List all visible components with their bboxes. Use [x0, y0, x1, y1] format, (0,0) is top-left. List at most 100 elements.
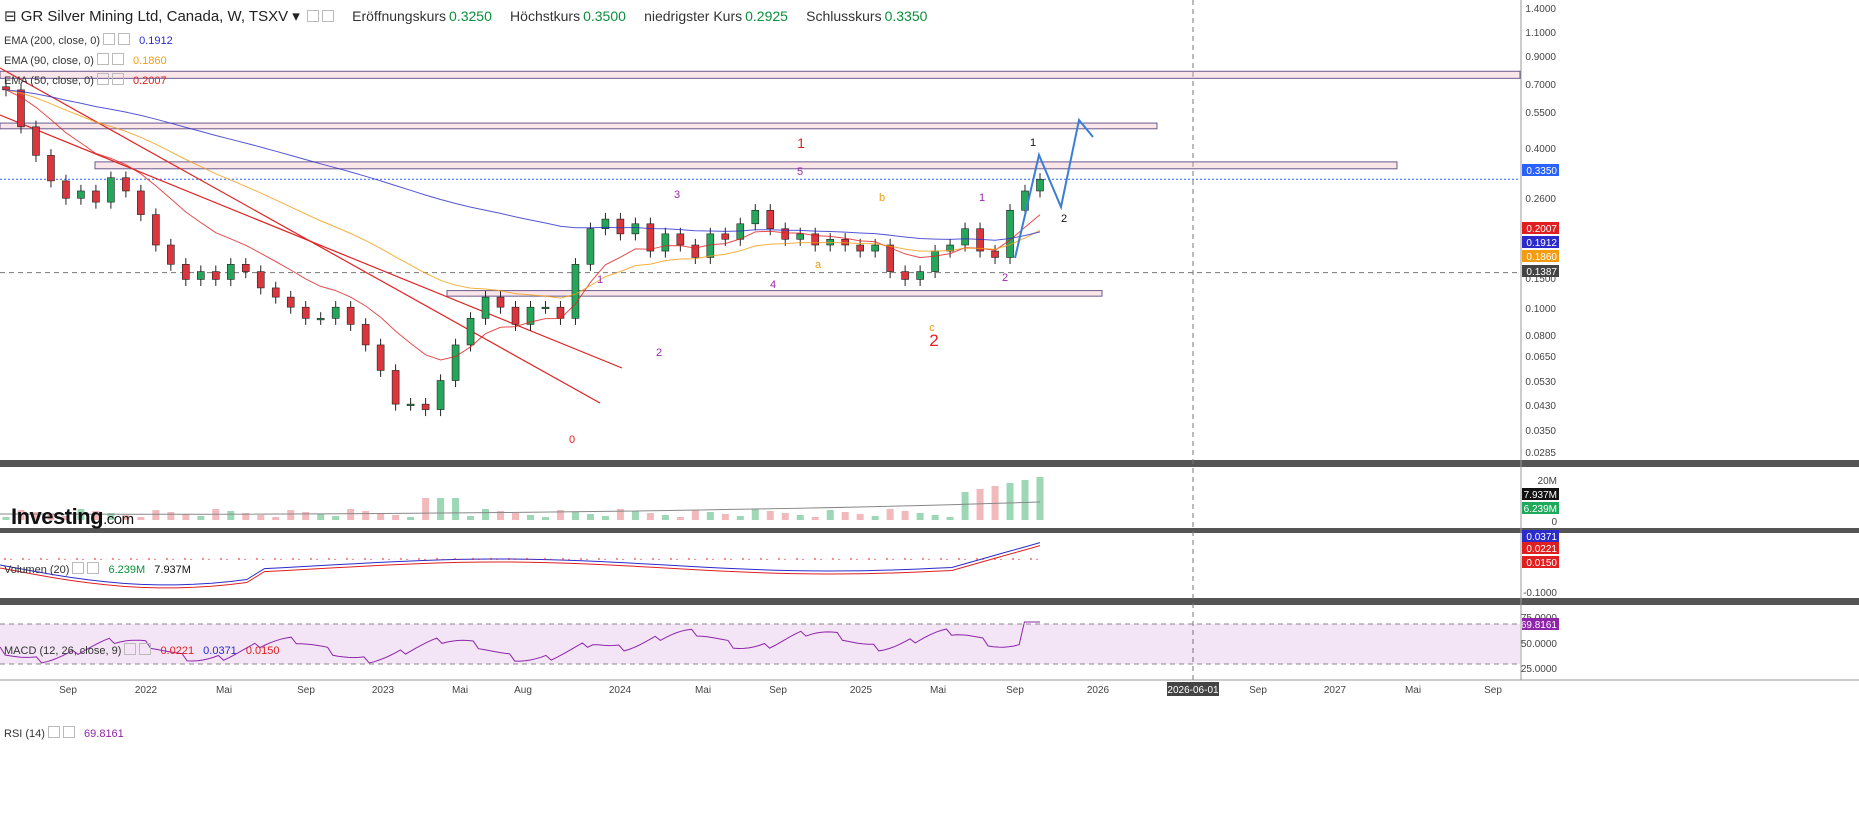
volume-bar — [257, 515, 265, 520]
settings-icon[interactable] — [96, 73, 109, 85]
volume-bar — [886, 509, 894, 520]
volume-bar — [916, 513, 924, 520]
candle — [406, 403, 415, 406]
candle — [766, 209, 775, 230]
price-marker-label: 0.1387 — [1526, 267, 1557, 278]
settings-icon[interactable] — [72, 562, 85, 574]
volume-axis-tick: 7.937M — [1524, 490, 1557, 501]
candle — [77, 190, 85, 199]
time-axis-tick: 2023 — [372, 685, 395, 696]
settings-icon[interactable] — [96, 53, 109, 65]
candle — [991, 250, 999, 258]
pane-separator — [0, 528, 1859, 533]
price-axis-tick: 1.1000 — [1525, 28, 1556, 39]
volume-bar — [122, 515, 130, 520]
candle — [781, 228, 790, 240]
volume-axis-tick: 20M — [1538, 476, 1557, 487]
volume-bar — [796, 515, 804, 520]
macd-axis-tick: 0.0150 — [1526, 558, 1557, 569]
candle — [197, 271, 205, 280]
candle — [751, 209, 760, 225]
rsi-value: 69.8161 — [84, 728, 124, 740]
trendline — [0, 67, 601, 404]
settings-icon[interactable] — [321, 10, 334, 22]
close-icon[interactable] — [87, 562, 100, 574]
volume-bar — [362, 511, 370, 520]
candle — [691, 244, 700, 258]
legend-ema200[interactable]: EMA (200, close, 0) 0.1912 — [4, 33, 173, 47]
candle — [286, 296, 295, 308]
close-icon[interactable] — [111, 73, 124, 85]
wave-label: 3 — [674, 189, 680, 201]
candle — [916, 271, 924, 280]
candle — [946, 244, 954, 252]
time-axis-tick: 2025 — [850, 685, 873, 696]
wave-label: 1 — [1030, 137, 1036, 149]
candle — [32, 126, 40, 156]
close-icon[interactable] — [139, 643, 152, 655]
volume-bar — [646, 513, 654, 520]
price-axis-tick: 0.0350 — [1525, 426, 1556, 437]
candle — [961, 228, 969, 246]
ema90-value: 0.1860 — [132, 55, 167, 67]
price-marker — [1522, 164, 1559, 176]
volume-bar — [137, 517, 145, 520]
volume-bar — [272, 517, 280, 520]
settings-icon[interactable] — [306, 10, 319, 22]
macd-value-2: 0.0371 — [203, 645, 237, 657]
price-axis-tick: 0.4000 — [1525, 144, 1556, 155]
candle — [661, 233, 670, 252]
candle — [931, 250, 939, 272]
wave-label: 2 — [929, 331, 938, 350]
close-icon[interactable] — [118, 33, 130, 45]
settings-icon[interactable] — [103, 33, 115, 45]
volume-bar — [901, 511, 909, 520]
legend-macd[interactable]: MACD (12, 26, close, 9) 0.0221 0.0371 0.… — [4, 643, 280, 657]
candle — [586, 228, 595, 265]
volume-bar — [871, 516, 879, 520]
chevron-down-icon[interactable]: ▾ — [288, 8, 300, 25]
candle — [107, 177, 115, 203]
volume-bar — [422, 498, 430, 520]
price-axis-tick: 0.0285 — [1525, 448, 1556, 459]
legend-ema90[interactable]: EMA (90, close, 0) 0.1860 — [4, 53, 167, 67]
candle — [271, 287, 280, 298]
price-marker-label: 0.1860 — [1526, 252, 1557, 263]
volume-bar — [182, 514, 190, 520]
ema200-line — [5, 89, 1041, 241]
volume-bar — [676, 517, 684, 520]
price-marker-label: 0.1912 — [1526, 238, 1557, 249]
legend-volume[interactable]: Volumen (20) 6.239M 7.937M — [4, 562, 191, 576]
price-marker — [1522, 222, 1559, 234]
candle — [571, 264, 580, 319]
volume-bar — [332, 516, 340, 520]
volume-bar — [197, 516, 205, 520]
wave-label: 4 — [770, 279, 776, 291]
candle — [331, 306, 340, 319]
candle — [841, 238, 849, 246]
settings-icon[interactable] — [124, 643, 137, 655]
time-axis-tick: Sep — [297, 685, 315, 696]
close-icon[interactable] — [111, 53, 124, 65]
volume-bar — [661, 515, 669, 520]
legend-ema50[interactable]: EMA (50, close, 0) 0.2007 — [4, 73, 167, 87]
trendline — [0, 114, 623, 369]
ema50-label: EMA (50, close, 0) — [4, 75, 94, 87]
legend-rsi[interactable]: RSI (14) 69.8161 — [4, 726, 124, 740]
volume-axis-tick: 0 — [1551, 517, 1557, 528]
wave-label: 1 — [979, 192, 985, 204]
macd-marker — [1522, 542, 1559, 554]
price-marker-label: 0.3350 — [1526, 166, 1557, 177]
candle — [511, 306, 520, 325]
time-axis-tick: Mai — [930, 685, 946, 696]
volume-bar — [841, 512, 849, 520]
close-icon[interactable] — [62, 726, 75, 738]
candle — [721, 233, 730, 240]
menu-icon[interactable]: ⊟ — [4, 8, 17, 25]
candle — [871, 244, 879, 252]
candle — [361, 324, 370, 346]
settings-icon[interactable] — [47, 726, 60, 738]
price-axis-tick: 0.0430 — [1525, 401, 1556, 412]
candle — [167, 244, 175, 265]
